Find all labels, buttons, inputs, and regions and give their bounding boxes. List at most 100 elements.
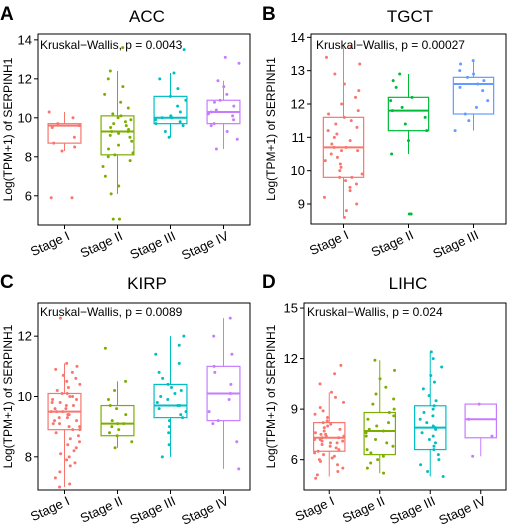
data-point xyxy=(472,72,476,76)
box-iqr xyxy=(387,96,430,132)
box-stage-iv xyxy=(464,402,498,458)
data-point xyxy=(76,434,80,438)
data-point xyxy=(316,449,320,453)
data-point xyxy=(237,467,241,471)
data-point xyxy=(71,404,75,408)
box-stage-i xyxy=(322,45,365,219)
data-point xyxy=(61,410,65,414)
data-point xyxy=(339,165,343,169)
data-point xyxy=(381,429,385,433)
panel-letter: C xyxy=(0,272,14,293)
data-point xyxy=(326,129,330,133)
data-point xyxy=(207,410,211,414)
data-point xyxy=(427,394,431,398)
data-point xyxy=(471,59,475,63)
data-point xyxy=(113,388,117,392)
data-point xyxy=(229,382,233,386)
data-point xyxy=(334,446,338,450)
data-point xyxy=(65,416,69,420)
data-point xyxy=(432,448,436,452)
data-point xyxy=(392,414,396,418)
data-point xyxy=(167,425,171,429)
data-point xyxy=(129,118,133,122)
data-point xyxy=(330,390,334,394)
data-point xyxy=(225,129,229,133)
data-point xyxy=(65,361,69,365)
data-point xyxy=(426,469,430,473)
data-point xyxy=(64,404,68,408)
data-point xyxy=(471,454,475,458)
data-point xyxy=(320,436,324,440)
data-point xyxy=(369,451,373,455)
data-point xyxy=(477,402,481,406)
data-point xyxy=(166,382,170,386)
data-point xyxy=(176,404,180,408)
data-point xyxy=(394,85,398,89)
data-point xyxy=(111,112,115,116)
data-point xyxy=(465,75,469,79)
data-point xyxy=(409,212,413,216)
data-point xyxy=(328,441,332,445)
data-point xyxy=(70,370,74,374)
data-point xyxy=(392,407,396,411)
data-point xyxy=(467,417,471,421)
data-point xyxy=(64,407,68,411)
data-point xyxy=(157,370,161,374)
data-point xyxy=(66,385,70,389)
data-point xyxy=(365,466,369,470)
data-point xyxy=(476,82,480,86)
data-point xyxy=(341,466,345,470)
data-point xyxy=(70,196,74,200)
data-point xyxy=(74,446,78,450)
data-point xyxy=(58,401,62,405)
box-stage-iv xyxy=(206,55,241,151)
data-point xyxy=(73,145,77,149)
data-point xyxy=(49,410,53,414)
box-iqr xyxy=(47,123,82,144)
data-point xyxy=(68,482,72,486)
data-point xyxy=(322,195,326,199)
data-point xyxy=(338,162,342,166)
x-tick-label: Stage I xyxy=(293,493,337,524)
box-iqr xyxy=(100,404,135,437)
data-point xyxy=(71,395,75,398)
data-point xyxy=(107,147,111,151)
data-point xyxy=(482,79,486,83)
data-point xyxy=(324,432,328,436)
panel-letter: A xyxy=(0,4,14,25)
data-point xyxy=(54,410,58,414)
data-point xyxy=(332,145,336,149)
data-point xyxy=(235,137,239,141)
data-point xyxy=(393,368,397,372)
y-tick-label: 9 xyxy=(291,402,298,417)
data-point xyxy=(108,69,112,73)
panel-d: D LIHC Log(TPM+1) of SERPINH1 6 9 12 15 Stage I… xyxy=(262,272,507,528)
data-point xyxy=(124,379,128,383)
data-point xyxy=(385,441,389,445)
data-point xyxy=(209,124,213,128)
data-point xyxy=(319,432,323,436)
data-point xyxy=(420,431,424,435)
data-point xyxy=(172,71,176,75)
data-point xyxy=(463,112,467,116)
data-point xyxy=(228,391,232,395)
data-point xyxy=(117,428,121,432)
x-tick-label: Stage I xyxy=(307,227,351,258)
data-point xyxy=(337,436,341,440)
data-point xyxy=(237,61,241,65)
data-point xyxy=(222,85,226,89)
data-point xyxy=(176,87,180,91)
data-point xyxy=(74,376,78,380)
data-point xyxy=(344,209,348,213)
data-point xyxy=(335,441,339,445)
data-point xyxy=(437,458,441,462)
data-point xyxy=(342,82,346,86)
data-point xyxy=(366,417,370,421)
data-point xyxy=(160,455,164,459)
data-point xyxy=(313,451,317,455)
data-point xyxy=(216,79,220,83)
box-stage-i xyxy=(312,363,346,480)
data-point xyxy=(342,115,346,119)
data-point xyxy=(336,469,340,473)
x-tick-label: Stage III xyxy=(431,227,481,261)
